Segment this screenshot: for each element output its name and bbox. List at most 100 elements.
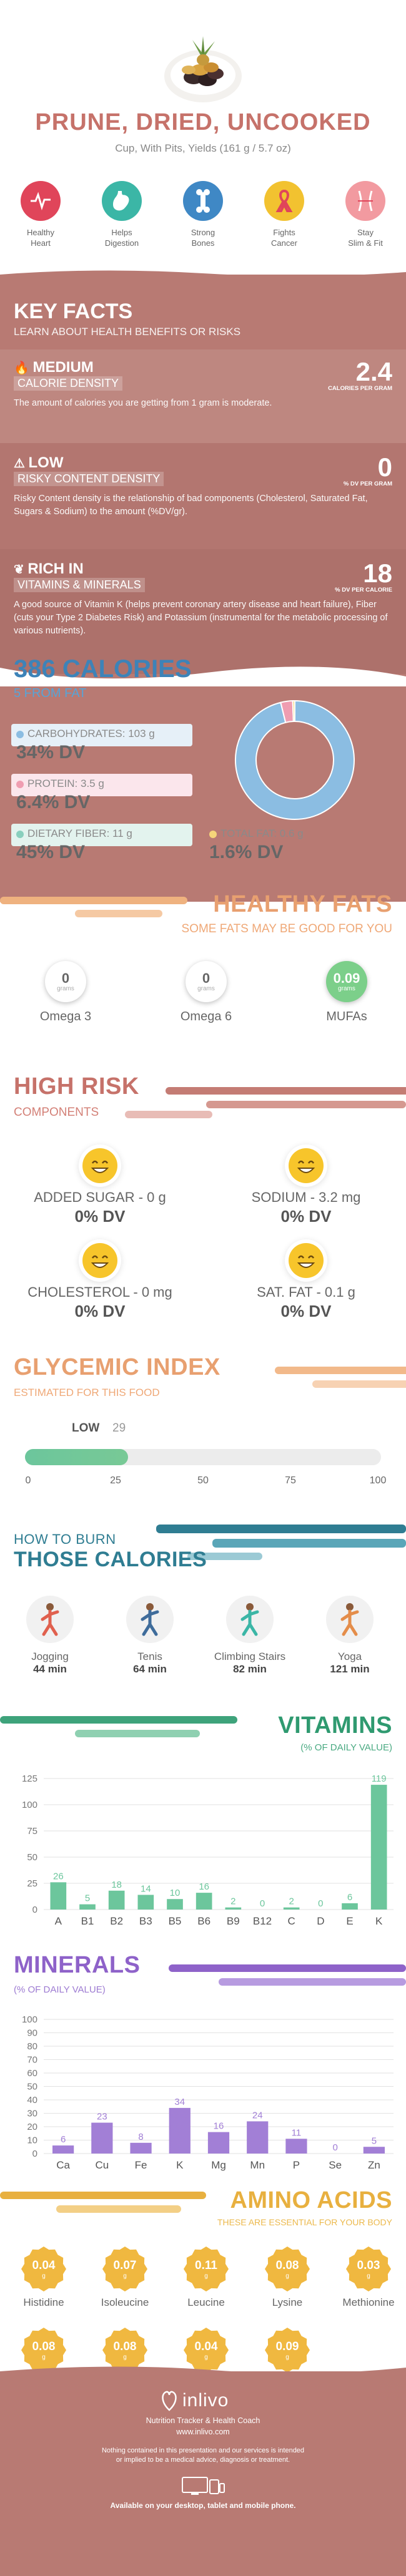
fat-name: Omega 3: [39, 1010, 92, 1023]
amino-badge-icon: [102, 2328, 147, 2373]
mineral-category-label: Mg: [211, 2159, 226, 2171]
amino-badge-icon: [346, 2247, 391, 2291]
amino-badge-icon: [265, 2247, 310, 2291]
vitamin-ytick: 75: [27, 1826, 37, 1837]
amino-badge-icon: [102, 2247, 147, 2291]
vitamin-ytick: 100: [22, 1800, 37, 1810]
vitamin-category-label: B9: [227, 1915, 240, 1927]
vitamin-ytick: 25: [27, 1878, 37, 1889]
vitamin-ytick: 125: [22, 1773, 37, 1784]
flame-icon: 🔥: [14, 361, 33, 375]
amino-badge-icon: [265, 2328, 310, 2373]
prune-image-icon: [164, 36, 242, 102]
amino-subtitle: THESE ARE ESSENTIAL FOR YOUR BODY: [217, 2217, 392, 2227]
amino-name: Methionine: [342, 2296, 395, 2308]
vitamin-bar-B3: [137, 1895, 154, 1910]
legend-dot: [16, 830, 24, 838]
benefits-row: Healthy Heart Helps Digestion Strong Bones Fig…: [6, 181, 400, 248]
amino-value: 0.08: [32, 2340, 56, 2353]
mineral-category-label: K: [176, 2159, 184, 2171]
calories-title: 386 CALORIES: [14, 655, 192, 683]
heart-monitor-icon: [21, 181, 61, 221]
amino-value: 0.08: [113, 2340, 137, 2353]
fat-unit: grams: [197, 985, 215, 992]
vitamin-value-label: 26: [53, 1871, 64, 1881]
fat-item: 0.09 grams MUFAs: [312, 961, 381, 1024]
vitamin-bar-B2: [108, 1890, 125, 1910]
mineral-ytick: 40: [27, 2095, 37, 2105]
macro-item: PROTEIN: 3.5 g 6.4% DV: [16, 778, 104, 813]
mineral-category-label: Fe: [135, 2159, 147, 2171]
vitamin-category-label: C: [288, 1915, 295, 1927]
risk-item: ADDED SUGAR - 0 g 0% DV: [6, 1148, 194, 1226]
footer: inlivo Nutrition Tracker & Health Coach …: [0, 2366, 406, 2576]
glycemic-value: 29: [112, 1422, 126, 1435]
risk-name: CHOLESTEROL - 0 mg: [27, 1284, 172, 1300]
vitamin-value-label: 14: [141, 1883, 151, 1894]
key-fact-value: 18: [363, 559, 392, 588]
amino-unit: g: [204, 2354, 208, 2361]
benefit-item: Helps Digestion: [87, 181, 156, 248]
glycemic-fill: [25, 1449, 129, 1465]
fat-item: 0 grams Omega 6: [172, 961, 240, 1024]
macro-dv: 6.4% DV: [16, 792, 91, 812]
burn-time: 121 min: [330, 1663, 370, 1675]
burn-time: 64 min: [133, 1663, 167, 1675]
vitamins-title: VITAMINS: [278, 1712, 392, 1739]
key-fact-description: The amount of calories you are getting f…: [14, 398, 272, 408]
mineral-category-label: Mn: [250, 2159, 265, 2171]
burn-activity: Climbing Stairs: [214, 1651, 286, 1662]
macro-dv: 1.6% DV: [209, 842, 284, 862]
vitamin-value-label: 10: [170, 1888, 181, 1898]
mineral-ytick: 90: [27, 2028, 37, 2039]
key-facts-subtitle: LEARN ABOUT HEALTH BENEFITS OR RISKS: [14, 326, 241, 338]
amino-unit: g: [367, 2273, 370, 2280]
mineral-ytick: 60: [27, 2068, 37, 2079]
risk-dv: 0% DV: [280, 1302, 332, 1320]
mineral-ytick: 80: [27, 2041, 37, 2052]
mineral-ytick: 20: [27, 2122, 37, 2132]
amino-badge-icon: [184, 2247, 229, 2291]
amino-unit: g: [285, 2273, 289, 2280]
burn-item: Yoga 121 min: [309, 1594, 390, 1676]
mineral-value-label: 5: [372, 2135, 377, 2146]
glycemic-tick: 50: [197, 1475, 209, 1486]
vitamin-category-label: K: [375, 1915, 383, 1927]
key-fact-value: 2.4: [355, 357, 392, 386]
mineral-value-label: 23: [97, 2112, 107, 2122]
risk-item: SODIUM - 3.2 mg 0% DV: [212, 1148, 400, 1226]
wave-divider-bottom: [0, 666, 406, 686]
mineral-category-label: Zn: [368, 2159, 380, 2171]
footer-disclaimer: Nothing contained in this presentation a…: [101, 2447, 305, 2464]
donut-slice-fat: [292, 700, 295, 723]
vitamin-bar-B5: [167, 1899, 183, 1910]
benefit-label: Stay Slim & Fit: [348, 228, 383, 248]
benefit-label: Strong Bones: [191, 228, 215, 248]
jogging-icon: [25, 1594, 75, 1644]
mineral-ytick: 0: [32, 2149, 37, 2159]
burn-activity: Jogging: [31, 1651, 69, 1662]
vitamin-bar-B9: [225, 1907, 242, 1910]
amino-unit: g: [123, 2354, 127, 2361]
risk-name: ADDED SUGAR - 0 g: [34, 1189, 166, 1205]
glycemic-tick: 0: [25, 1475, 31, 1486]
key-fact-item: ⚠ LOW RISKY CONTENT DENSITY Risky Content …: [14, 454, 392, 519]
amino-item: 0.08 g Lysine: [250, 2247, 325, 2309]
footer-url[interactable]: www.inlivo.com: [176, 2427, 230, 2436]
key-fact-item: ❦ RICH IN VITAMINS & MINERALS A good sourc…: [14, 560, 392, 638]
key-fact-unit: % DV PER CALORIE: [335, 587, 392, 593]
mineral-bar-K: [169, 2107, 191, 2154]
macro-label: TOTAL FAT: 0.6 g: [220, 827, 304, 839]
amino-item: 0.04 g Histidine: [6, 2247, 81, 2309]
high-risk-subtitle: COMPONENTS: [14, 1106, 99, 1119]
waist-icon: [345, 181, 385, 221]
mineral-value-label: 8: [138, 2132, 143, 2142]
benefit-label: Fights Cancer: [271, 228, 297, 248]
benefit-item: Strong Bones: [169, 181, 237, 248]
mineral-category-label: Cu: [95, 2159, 109, 2171]
mineral-bar-Mn: [247, 2121, 269, 2154]
vitamin-value-label: 18: [111, 1880, 122, 1890]
minerals-title: MINERALS: [14, 1952, 141, 1978]
glycemic-subtitle: ESTIMATED FOR THIS FOOD: [14, 1387, 160, 1398]
